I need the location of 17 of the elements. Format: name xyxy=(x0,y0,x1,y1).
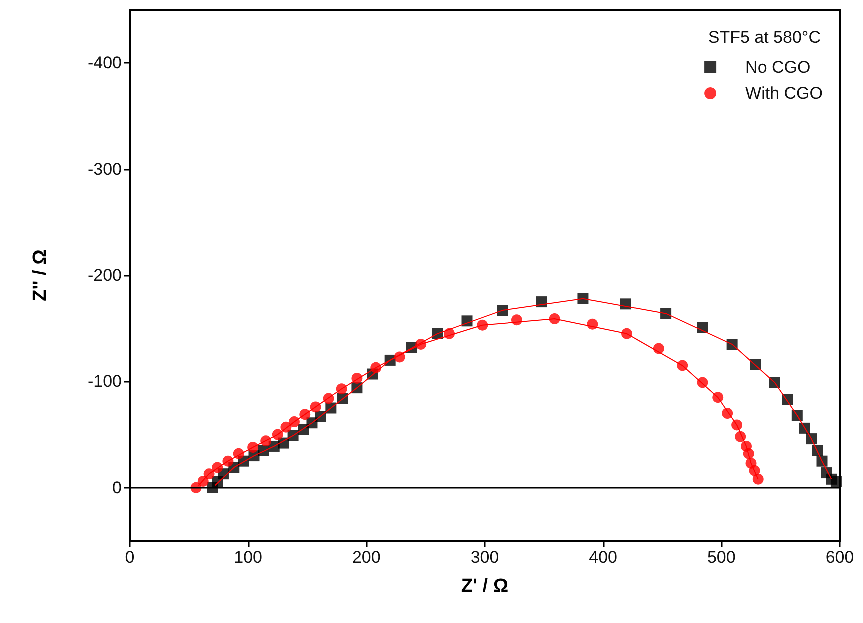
y-tick-label: -300 xyxy=(88,160,122,179)
legend-label: No CGO xyxy=(746,58,811,77)
y-tick-label: -200 xyxy=(88,266,122,285)
x-tick-label: 400 xyxy=(589,548,618,567)
legend-label: With CGO xyxy=(746,84,824,103)
x-tick-label: 500 xyxy=(707,548,736,567)
y-axis-title: Z'' / Ω xyxy=(30,250,51,302)
x-tick-label: 300 xyxy=(470,548,500,567)
legend-title: STF5 at 580°C xyxy=(708,28,821,47)
x-tick-label: 600 xyxy=(826,548,854,567)
x-axis-title: Z' / Ω xyxy=(461,576,509,597)
x-tick-label: 100 xyxy=(234,548,263,567)
y-tick-label: -400 xyxy=(88,54,122,73)
y-tick-label: 0 xyxy=(112,478,122,498)
x-tick-label: 200 xyxy=(352,548,381,567)
x-tick-label: 0 xyxy=(125,548,135,567)
y-tick-label: -100 xyxy=(88,372,122,392)
